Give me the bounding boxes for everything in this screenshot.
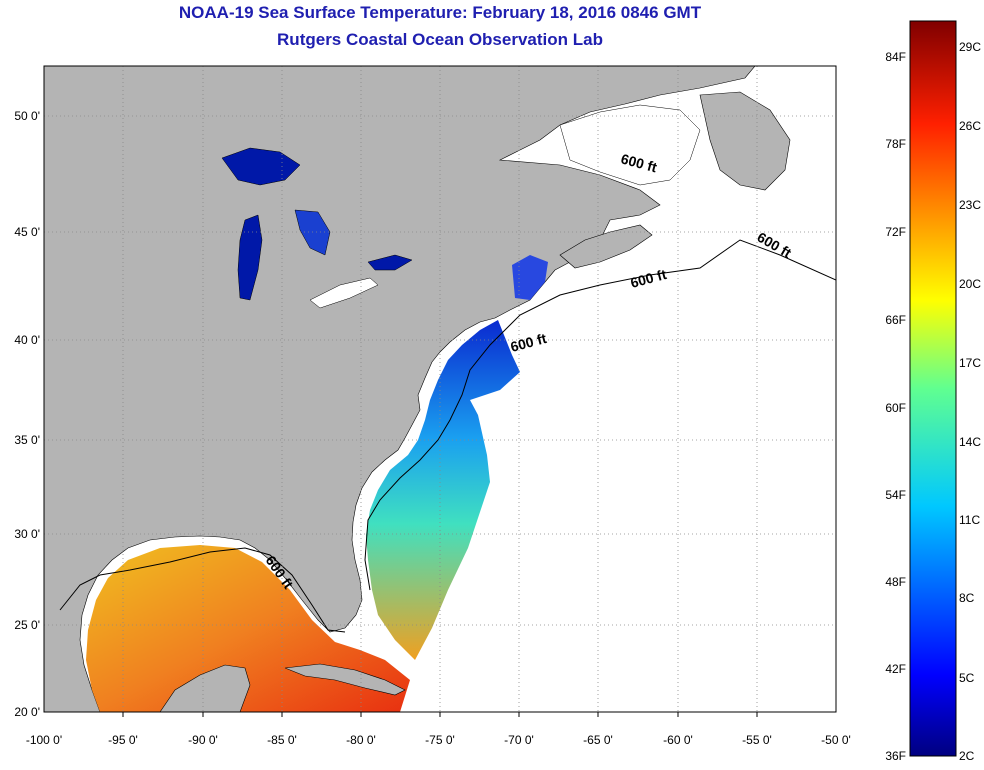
colorbar-f-label: 72F <box>885 225 906 239</box>
colorbar-f-label: 42F <box>885 662 906 676</box>
colorbar-f-label: 36F <box>885 749 906 763</box>
lon-tick-label: -65 0' <box>583 733 613 747</box>
lon-tick-label: -75 0' <box>425 733 455 747</box>
lon-tick-label: -80 0' <box>346 733 376 747</box>
colorbar-c-label: 8C <box>959 591 975 605</box>
atlantic-coastal-sst <box>366 320 520 660</box>
lat-tick-label: 30 0' <box>14 527 40 541</box>
land-north-america <box>44 66 756 712</box>
lake-huron <box>294 209 331 256</box>
lon-tick-label: -95 0' <box>108 733 138 747</box>
lat-tick-label: 35 0' <box>14 433 40 447</box>
lon-tick-label: -50 0' <box>821 733 851 747</box>
lat-tick-label: 40 0' <box>14 333 40 347</box>
lon-tick-label: -100 0' <box>26 733 62 747</box>
colorbar-f-label: 78F <box>885 137 906 151</box>
colorbar-c-label: 29C <box>959 40 981 54</box>
lake-michigan <box>237 214 263 301</box>
colorbar-c-label: 20C <box>959 277 981 291</box>
latitude-axis: 50 0' 45 0' 40 0' 35 0' 30 0' 25 0' 20 0… <box>14 109 40 719</box>
lake-erie <box>309 277 379 309</box>
colorbar-f-label: 60F <box>885 401 906 415</box>
gulf-of-st-lawrence <box>559 104 701 186</box>
colorbar-c-label: 17C <box>959 356 981 370</box>
lat-tick-label: 25 0' <box>14 618 40 632</box>
lake-superior <box>221 147 301 186</box>
land-cuba <box>284 663 406 696</box>
lon-tick-marks <box>122 712 758 717</box>
colorbar-f-label: 54F <box>885 488 906 502</box>
colorbar-c-label: 14C <box>959 435 981 449</box>
land-yucatan <box>159 664 251 712</box>
lat-tick-label: 50 0' <box>14 109 40 123</box>
gulf-of-maine-sst <box>512 255 548 300</box>
lon-tick-label: -85 0' <box>267 733 297 747</box>
longitude-axis: -100 0' -95 0' -90 0' -85 0' -80 0' -75 … <box>26 733 851 747</box>
colorbar-celsius-labels: 29C 26C 23C 20C 17C 14C 11C 8C 5C 2C <box>959 40 981 763</box>
lon-tick-label: -55 0' <box>742 733 772 747</box>
colorbar <box>909 20 957 757</box>
land-newfoundland <box>699 91 791 191</box>
land-nova-scotia <box>559 224 653 269</box>
lon-tick-label: -60 0' <box>663 733 693 747</box>
colorbar-c-label: 2C <box>959 749 975 763</box>
colorbar-fahrenheit-labels: 84F 78F 72F 66F 60F 54F 48F 42F 36F <box>885 50 906 763</box>
colorbar-f-label: 66F <box>885 313 906 327</box>
map-title: NOAA-19 Sea Surface Temperature: Februar… <box>178 3 702 22</box>
graticule <box>44 66 836 712</box>
lat-tick-label: 45 0' <box>14 225 40 239</box>
colorbar-f-label: 48F <box>885 575 906 589</box>
colorbar-c-label: 26C <box>959 119 981 133</box>
colorbar-f-label: 84F <box>885 50 906 64</box>
colorbar-c-label: 11C <box>959 513 980 527</box>
isobath-600ft <box>59 239 836 633</box>
map-subtitle: Rutgers Coastal Ocean Observation Lab <box>277 30 603 49</box>
lon-tick-label: -90 0' <box>188 733 218 747</box>
lake-ontario <box>367 254 413 271</box>
colorbar-c-label: 5C <box>959 671 975 685</box>
lat-tick-label: 20 0' <box>14 705 40 719</box>
lon-tick-label: -70 0' <box>504 733 534 747</box>
colorbar-c-label: 23C <box>959 198 981 212</box>
